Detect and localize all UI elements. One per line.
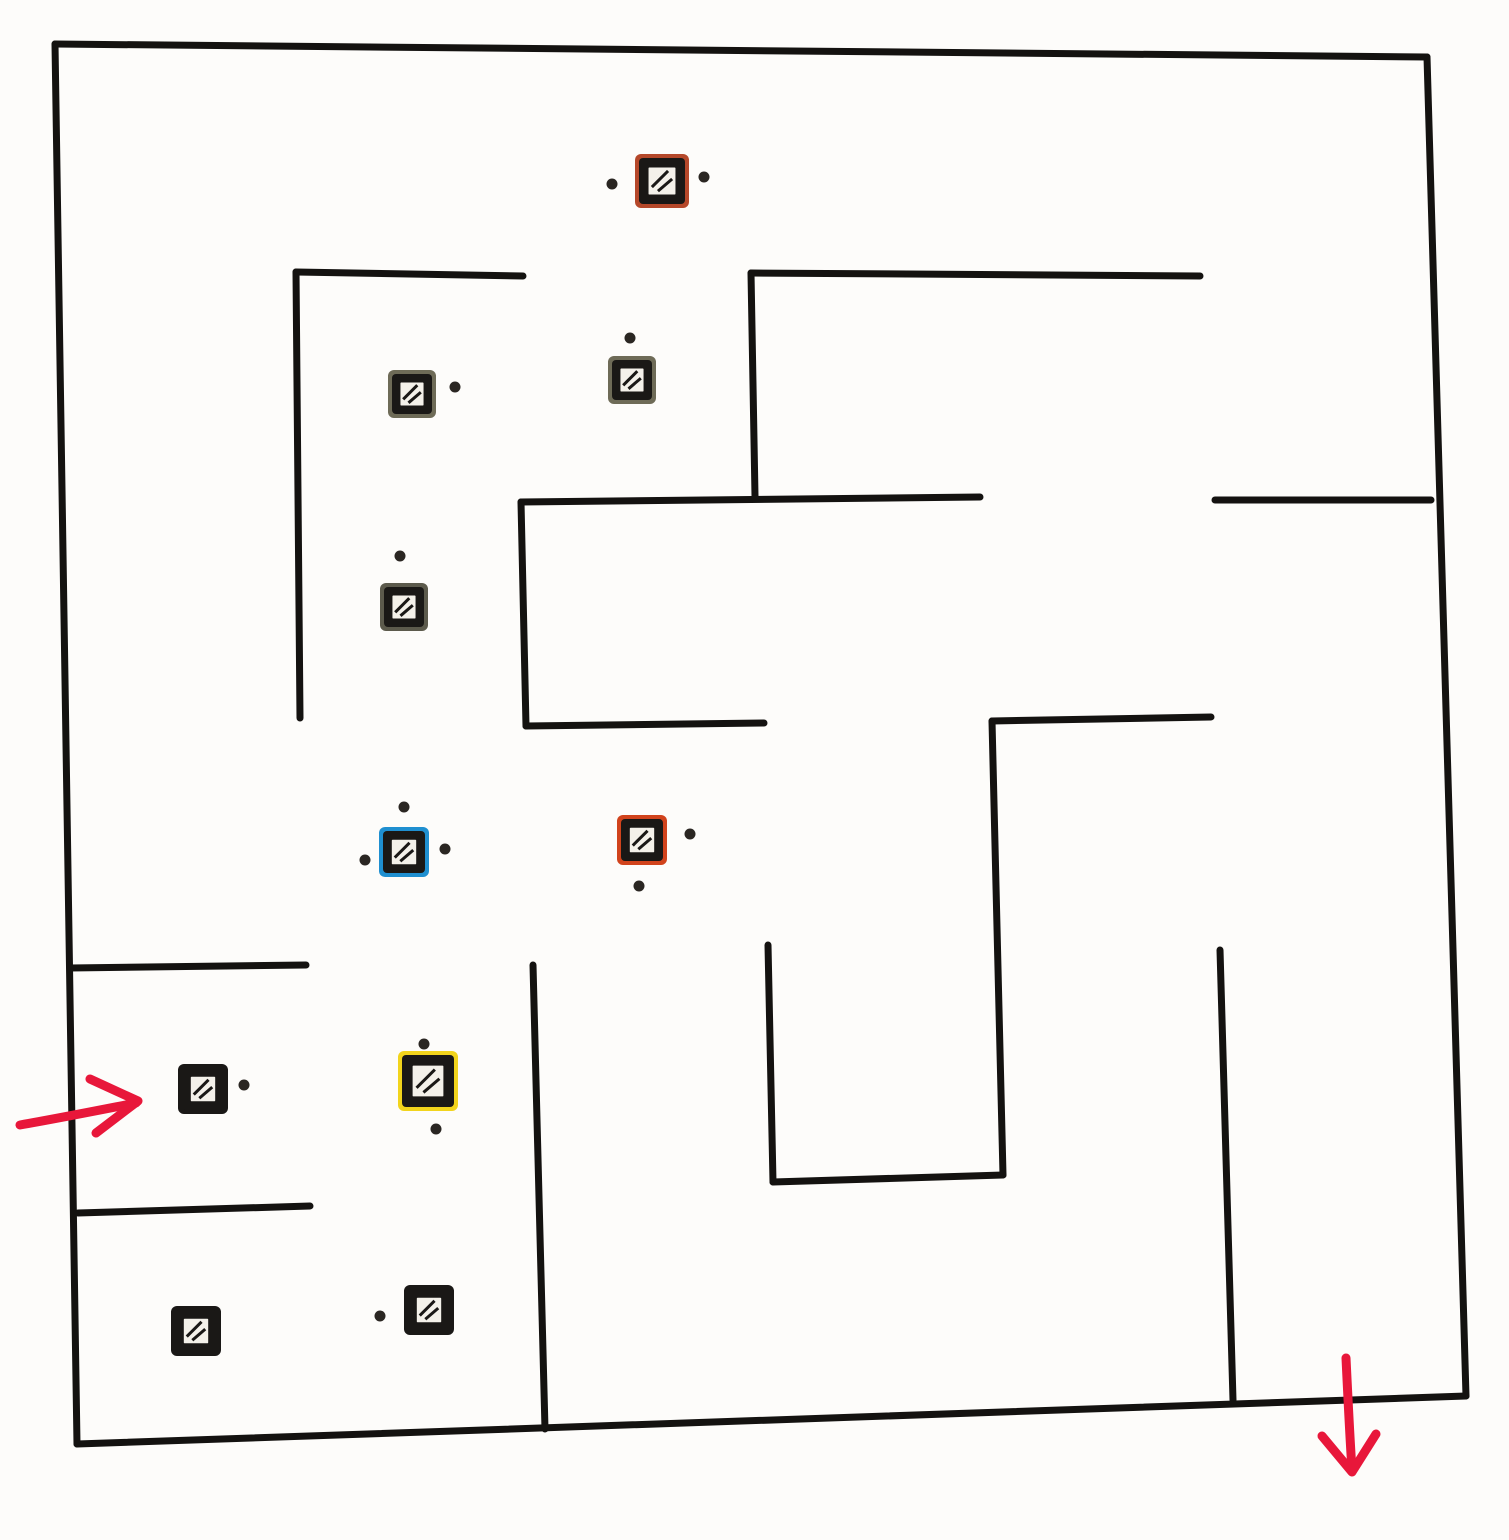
- direction-dot: [449, 381, 461, 393]
- tile-mark: [627, 377, 642, 390]
- arrow-right-icon: [15, 1074, 143, 1138]
- tile-mark: [198, 1086, 214, 1100]
- piece-blue: [359, 801, 451, 877]
- piece-upper-left: [388, 370, 461, 418]
- outer-walls: [51, 40, 1470, 1448]
- tile-mark: [422, 1077, 441, 1094]
- direction-dot: [624, 332, 636, 344]
- direction-dot: [439, 843, 451, 855]
- piece-orange: [617, 815, 696, 892]
- wall: [769, 1171, 1007, 1186]
- exit-arrow-head: [1317, 1429, 1381, 1477]
- wall: [529, 961, 549, 1433]
- dice-tile-icon: [404, 1285, 454, 1335]
- wall: [517, 493, 984, 506]
- direction-dot: [633, 880, 645, 892]
- tile-mark: [424, 1307, 440, 1321]
- direction-dot: [359, 854, 371, 866]
- wall: [988, 713, 1215, 725]
- tile-face: [646, 165, 678, 197]
- tile-face: [389, 592, 419, 622]
- dice-tile-icon: [178, 1064, 228, 1114]
- direction-dot: [374, 1310, 386, 1322]
- tile-face: [181, 1316, 211, 1346]
- wall: [988, 717, 1007, 1179]
- pieces-layer: [171, 154, 710, 1356]
- tile-face: [414, 1295, 444, 1325]
- wall-outer-left: [51, 40, 81, 1448]
- tile-face: [397, 379, 427, 409]
- entrance-arrow: [15, 1074, 143, 1138]
- tile-mark: [631, 829, 649, 847]
- arrow-down-icon: [1317, 1353, 1381, 1477]
- wall: [74, 1202, 314, 1217]
- dice-tile-icon: [171, 1306, 221, 1356]
- wall-outer-bottom: [73, 1392, 1470, 1448]
- piece-bottom-middle: [374, 1285, 454, 1335]
- dice-tile-icon: [635, 154, 689, 208]
- direction-dot: [238, 1079, 250, 1091]
- direction-dot: [398, 801, 410, 813]
- wall: [517, 498, 530, 730]
- direction-dot: [418, 1038, 430, 1050]
- dice-tile-icon: [398, 1051, 458, 1111]
- exit-arrow-shaft: [1341, 1353, 1357, 1475]
- wall: [1216, 946, 1237, 1404]
- entrance-arrow-shaft: [15, 1098, 141, 1130]
- tile-mark: [622, 370, 639, 387]
- tile-mark: [418, 1299, 436, 1317]
- exit-arrow: [1317, 1353, 1381, 1477]
- tile-mark: [407, 391, 422, 404]
- inner-walls: [66, 268, 1435, 1433]
- dice-tile-icon: [617, 815, 667, 865]
- wall: [292, 268, 304, 722]
- direction-dot: [684, 828, 696, 840]
- entrance-arrow-head: [85, 1074, 143, 1138]
- wall: [747, 269, 759, 500]
- tile-mark: [399, 604, 414, 617]
- piece-mid-left: [380, 550, 428, 631]
- direction-dot: [606, 178, 618, 190]
- piece-upper-middle: [608, 332, 656, 404]
- tile-face: [389, 837, 419, 867]
- tile-mark: [415, 1068, 436, 1089]
- tile-mark: [185, 1320, 203, 1338]
- wall: [292, 268, 527, 280]
- wall: [747, 269, 1204, 280]
- dice-tile-icon: [388, 370, 436, 418]
- direction-dot: [698, 171, 710, 183]
- dice-tile-icon: [379, 827, 429, 877]
- tile-mark: [402, 384, 419, 401]
- wall-outer-right: [1423, 53, 1470, 1400]
- wall: [522, 719, 768, 730]
- direction-dot: [394, 550, 406, 562]
- piece-bottom-left: [171, 1306, 221, 1356]
- tile-mark: [191, 1328, 207, 1342]
- wall: [764, 941, 777, 1186]
- dice-tile-icon: [380, 583, 428, 631]
- tile-face: [627, 825, 657, 855]
- piece-top-center: [606, 154, 710, 208]
- tile-face: [617, 365, 647, 395]
- tile-mark: [656, 177, 674, 193]
- wall-outer-top: [51, 40, 1431, 61]
- piece-entrance: [178, 1064, 250, 1114]
- tile-mark: [637, 837, 653, 851]
- tile-mark: [394, 597, 411, 614]
- tile-face: [410, 1063, 446, 1099]
- piece-yellow: [398, 1038, 458, 1135]
- tile-mark: [399, 849, 415, 863]
- direction-dot: [430, 1123, 442, 1135]
- tile-face: [188, 1074, 218, 1104]
- tile-mark: [650, 169, 670, 189]
- tile-mark: [393, 841, 411, 859]
- wall: [66, 961, 310, 972]
- dice-tile-icon: [608, 356, 656, 404]
- tile-mark: [192, 1078, 210, 1096]
